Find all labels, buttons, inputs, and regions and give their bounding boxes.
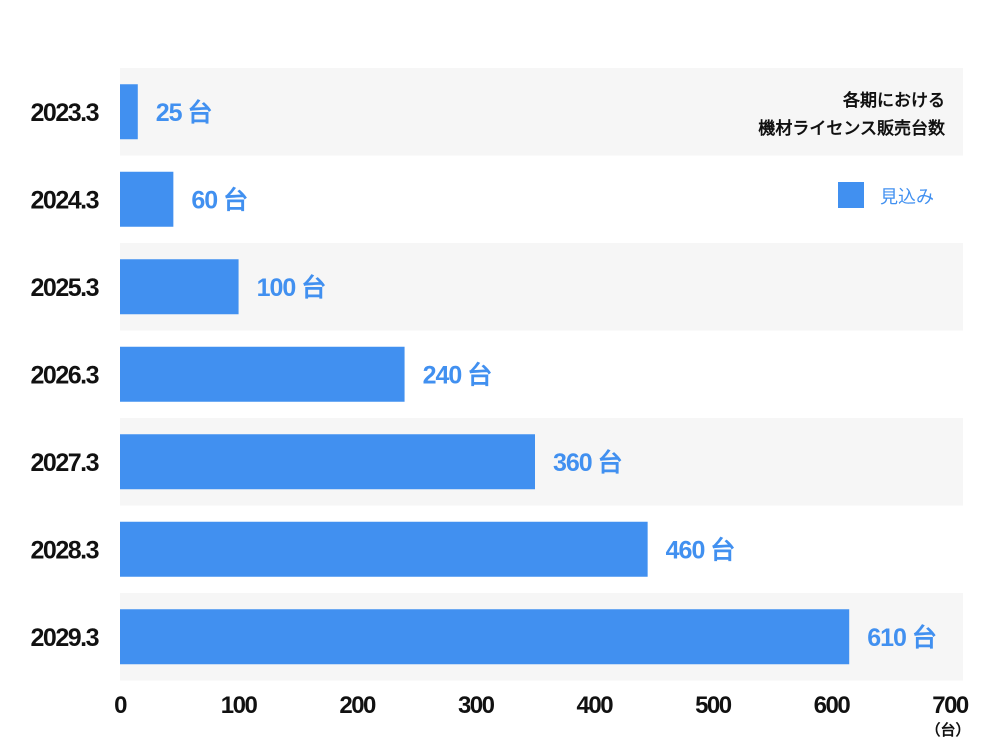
data-label: 60 台 [191, 185, 247, 214]
row-band [120, 68, 963, 156]
title-line-2: 機材ライセンス販売台数 [758, 118, 946, 139]
legend-swatch [838, 182, 864, 208]
category-label: 2025.3 [31, 274, 99, 302]
row-band [120, 243, 963, 331]
bar-2023.3 [120, 84, 138, 140]
data-label: 460 台 [666, 535, 735, 564]
data-label: 360 台 [553, 448, 622, 477]
bar-2024.3 [120, 171, 174, 227]
x-tick-label: 0 [114, 692, 127, 719]
x-axis-unit: （台） [925, 721, 970, 739]
bar-2026.3 [120, 346, 405, 402]
x-tick-label: 300 [458, 692, 495, 719]
data-label: 100 台 [257, 273, 326, 302]
legend-label: 見込み [880, 187, 934, 208]
bar-2025.3 [120, 259, 239, 315]
category-label: 2023.3 [31, 99, 99, 127]
category-label: 2027.3 [31, 449, 99, 477]
category-label: 2026.3 [31, 361, 99, 389]
chart-title: 各期における 機材ライセンス販売台数 [758, 90, 946, 139]
bar-2029.3 [120, 609, 850, 665]
x-tick-label: 400 [577, 692, 614, 719]
data-label: 610 台 [867, 623, 936, 652]
legend: 見込み [838, 182, 934, 208]
category-label: 2024.3 [31, 186, 99, 214]
x-tick-label: 100 [221, 692, 258, 719]
data-label: 240 台 [423, 360, 492, 389]
x-tick-label: 600 [814, 692, 851, 719]
category-label: 2028.3 [31, 536, 99, 564]
x-tick-label: 500 [695, 692, 732, 719]
data-label: 25 台 [156, 98, 212, 127]
bar-2028.3 [120, 521, 648, 577]
x-tick-label: 700 [932, 692, 969, 719]
title-line-1: 各期における [842, 90, 945, 111]
bar-2027.3 [120, 434, 535, 490]
x-tick-label: 200 [339, 692, 376, 719]
category-label: 2029.3 [31, 624, 99, 652]
